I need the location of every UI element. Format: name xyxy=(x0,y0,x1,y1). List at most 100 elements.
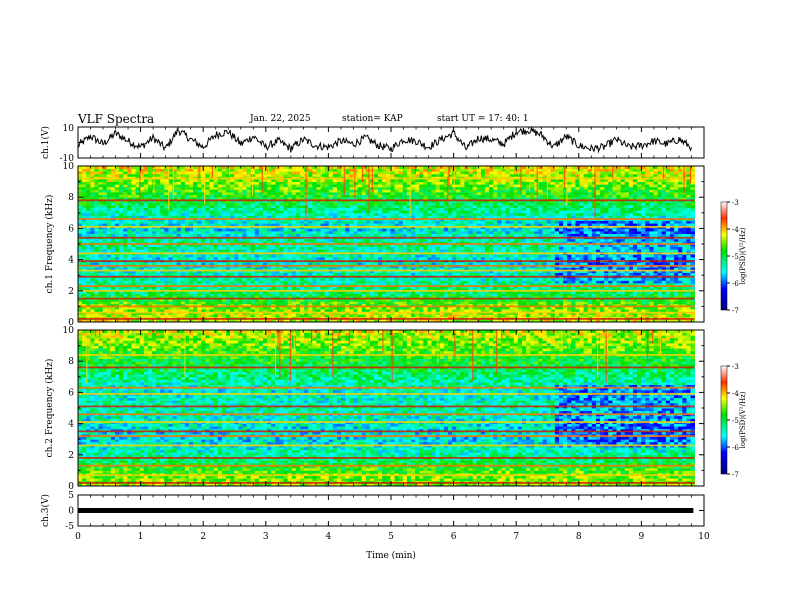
spectrogram-cell xyxy=(616,306,622,310)
spectrogram-cell xyxy=(616,285,622,289)
spectrogram-cell xyxy=(160,293,165,297)
spectrogram-cell xyxy=(431,254,437,258)
spectrogram-cell xyxy=(398,303,404,307)
spectrogram-cell xyxy=(221,309,227,312)
spectrogram-cell xyxy=(295,319,301,323)
spectrogram-cell xyxy=(291,257,297,260)
spectrogram-cell xyxy=(579,246,585,250)
spectrogram-cell xyxy=(78,309,83,312)
spectrogram-cell xyxy=(669,285,675,289)
spectrogram-cell xyxy=(119,319,124,323)
spectrogram-cell xyxy=(143,283,149,286)
spectrogram-cell xyxy=(369,319,375,323)
spectrogram-cell xyxy=(258,257,264,260)
spectrogram-cell xyxy=(308,267,313,271)
spectrogram-cell xyxy=(106,270,112,273)
spectrogram-cell xyxy=(369,298,375,302)
spectrogram-cell xyxy=(151,241,157,245)
spectrogram-cell xyxy=(139,241,145,245)
spectrogram-cell xyxy=(180,296,186,299)
spectrogram-cell xyxy=(164,301,169,305)
spectrogram-cell xyxy=(234,283,239,286)
spectrogram-cell xyxy=(267,306,272,310)
spectrogram-cell xyxy=(299,257,305,260)
spectrogram-cell xyxy=(616,301,622,305)
spectrogram-cell xyxy=(674,293,679,297)
spectrogram-cell xyxy=(143,241,149,245)
spectrogram-cell xyxy=(373,303,379,307)
spectrogram-cell xyxy=(320,267,326,271)
spectrogram-cell xyxy=(509,319,515,323)
spectrogram-cell xyxy=(98,277,104,281)
spectrogram-cell xyxy=(419,249,424,253)
spectrogram-cell xyxy=(291,270,297,273)
spectrogram-cell xyxy=(332,254,338,258)
spectrogram-cell xyxy=(295,288,301,292)
spectrogram-cell xyxy=(390,283,395,286)
spectrogram-cell xyxy=(558,293,564,297)
spectrogram-cell xyxy=(447,238,453,242)
spectrogram-cell xyxy=(637,249,642,253)
spectrogram-cell xyxy=(402,309,408,312)
spectrogram-cell xyxy=(378,285,383,289)
spectrogram-cell xyxy=(394,249,400,253)
spectrogram-cell xyxy=(332,262,338,266)
spectrogram-cell xyxy=(484,319,490,323)
spectrogram-cell xyxy=(143,257,149,260)
spectrogram-cell xyxy=(682,298,687,302)
spectrogram-cell xyxy=(505,280,511,284)
spectrogram-cell xyxy=(275,272,280,276)
spectrogram-cell xyxy=(509,262,515,266)
spectrogram-cell xyxy=(464,238,469,242)
spectrogram-cell xyxy=(188,277,194,281)
spectrogram-cell xyxy=(197,262,202,266)
spectrogram-cell xyxy=(521,277,527,281)
spectrogram-cell xyxy=(160,238,165,242)
spectrogram-cell xyxy=(147,319,153,323)
spectrogram-cell xyxy=(160,241,165,245)
spectrogram-cell xyxy=(160,246,165,250)
spectrogram-cell xyxy=(587,309,593,312)
spectrogram-cell xyxy=(616,270,622,273)
spectrogram-cell xyxy=(415,303,420,307)
spectrogram-cell xyxy=(197,254,202,258)
spectrogram-cell xyxy=(567,290,572,294)
spectrogram-cell xyxy=(254,288,260,292)
spectrogram-cell xyxy=(221,301,227,305)
spectrogram-cell xyxy=(127,262,132,266)
spectrogram-cell xyxy=(567,244,572,247)
spectrogram-cell xyxy=(406,303,412,307)
spectrogram-cell xyxy=(435,288,441,292)
spectrogram-cell xyxy=(538,301,543,305)
spectrogram-cell xyxy=(201,298,206,302)
spectrogram-cell xyxy=(497,277,502,281)
spectrogram-cell xyxy=(353,270,358,273)
spectrogram-cell xyxy=(546,306,552,310)
spectrogram-cell xyxy=(571,285,576,289)
spectrogram-cell xyxy=(608,244,613,247)
spectrogram-cell xyxy=(341,290,346,294)
spectrogram-cell xyxy=(641,262,646,266)
spectrogram-cell xyxy=(682,241,687,245)
spectrogram-cell xyxy=(530,283,535,286)
spectrogram-cell xyxy=(682,246,687,250)
spectrogram-cell xyxy=(394,254,400,258)
spectrogram-cell xyxy=(550,309,556,312)
spectrogram-cell xyxy=(554,290,560,294)
spectrogram-cell xyxy=(661,319,667,323)
spectrogram-cell xyxy=(517,285,523,289)
spectrogram-cell xyxy=(262,290,268,294)
spectrogram-cell xyxy=(225,277,231,281)
spectrogram-cell xyxy=(583,277,589,281)
spectrogram-cell xyxy=(365,283,371,286)
spectrogram-cell xyxy=(254,306,260,310)
spectrogram-cell xyxy=(230,283,235,286)
spectrogram-cell xyxy=(526,244,531,247)
spectrogram-cell xyxy=(558,283,564,286)
spectrogram-cell xyxy=(460,241,465,245)
spectrogram-cell xyxy=(542,283,548,286)
spectrogram-cell xyxy=(304,270,309,273)
spectrogram-cell xyxy=(271,254,276,258)
spectrogram-cell xyxy=(275,285,280,289)
spectrogram-cell xyxy=(164,241,169,245)
